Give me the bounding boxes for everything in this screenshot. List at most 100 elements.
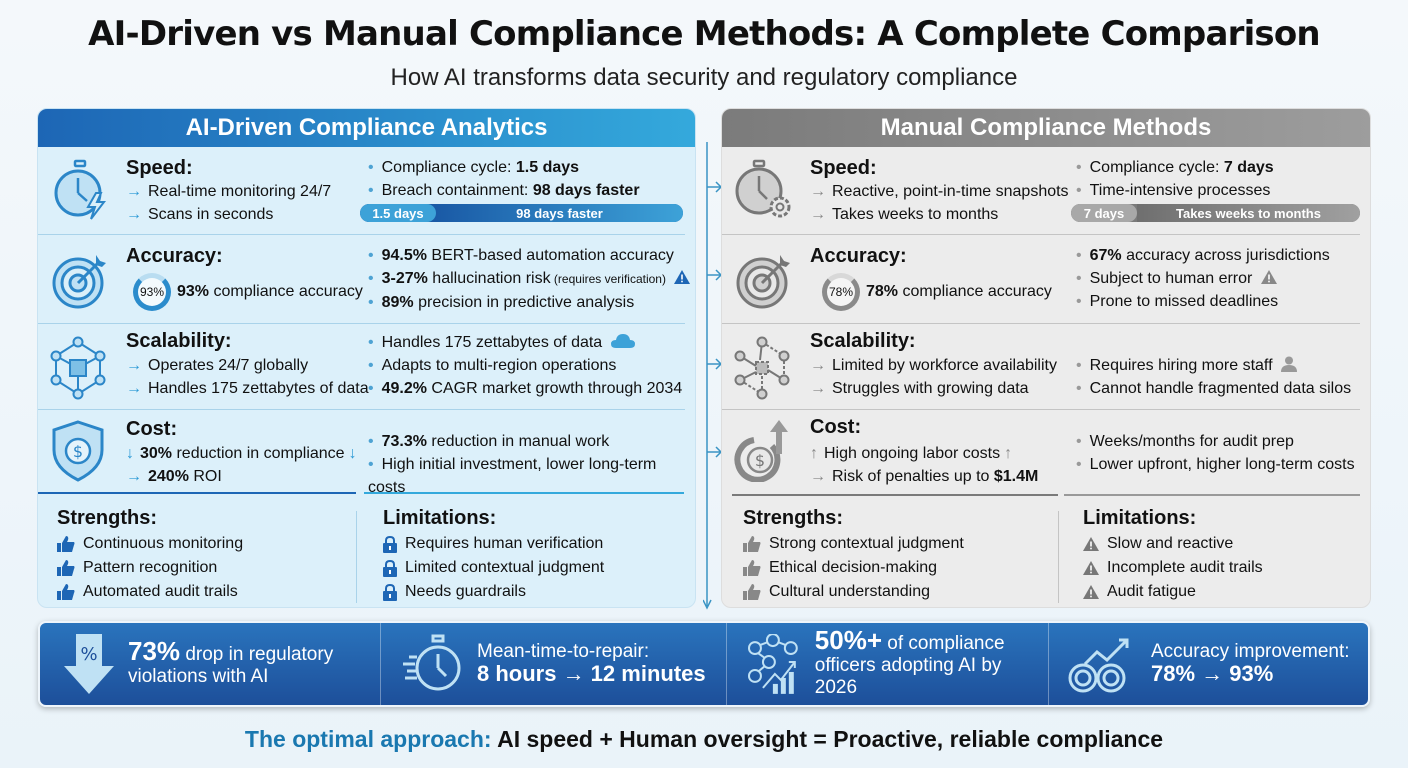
divider-line: [1058, 511, 1059, 603]
manual-speed-points: → Reactive, point-in-time snapshots → Take…: [810, 183, 1069, 223]
ai-accuracy-bullets: • 94.5% BERT-based automation accuracy • 3…: [368, 244, 691, 314]
ai-scalability-row: Scalability: → Operates 24/7 globally → Ha…: [38, 324, 695, 410]
manual-accuracy-row: Accuracy: 78% 78% compliance accuracy • 67…: [722, 235, 1370, 324]
dollar-up-arrow-icon: $: [734, 420, 788, 482]
list-item: Limited contextual judgment: [383, 556, 604, 580]
ai-scalability-points: → Operates 24/7 globally → Handles 175 zet…: [126, 357, 369, 397]
people-network-growth-icon: [747, 634, 798, 694]
targets-trend-icon: [1068, 638, 1129, 693]
ai-accuracy-label: Accuracy:: [126, 245, 223, 267]
ai-cost-row: $ Cost: ↓ 30% reduction in compliance ↓ → 2…: [38, 410, 695, 496]
manual-accuracy-summary: 78% 78% compliance accuracy: [822, 273, 1052, 311]
thumbs-up-icon: [743, 560, 761, 576]
fast-stopwatch-icon: [403, 634, 461, 691]
manual-cost-label: Cost:: [810, 416, 862, 438]
list-item: Continuous monitoring: [57, 532, 243, 556]
manual-speed-progress-bar: 7 days Takes weeks to months: [1071, 204, 1360, 222]
ai-scalability-bullets: • Handles 175 zettabytes of data • Adapts …: [368, 334, 683, 397]
svg-text:$: $: [755, 451, 765, 470]
divider-line: [356, 511, 357, 603]
list-item: Automated audit trails: [57, 580, 243, 604]
arrow-right-icon: →: [126, 206, 142, 223]
stopwatch-lightning-icon: [54, 159, 107, 220]
manual-scalability-bullets: • Requires hiring more staff • Cannot hand…: [1076, 356, 1352, 397]
arrow-down-icon: ↓: [348, 445, 357, 462]
manual-panel: Manual Compliance Methods Speed: → Reacti…: [721, 108, 1371, 608]
manual-cost-points: ↑ High ongoing labor costs ↑ → Risk of pena…: [810, 445, 1039, 485]
svg-text:%: %: [80, 644, 97, 665]
list-item: Ethical decision-making: [743, 556, 964, 580]
percent-down-arrow-icon: %: [64, 634, 114, 694]
ai-strengths-label: Strengths:: [57, 507, 157, 529]
lock-icon: [383, 535, 397, 553]
manual-cost-bullets: • Weeks/months for audit prep • Lower upfr…: [1076, 433, 1355, 473]
manual-accuracy-label: Accuracy:: [810, 245, 907, 267]
manual-accuracy-bullets: • 67% accuracy across jurisdictions • Subj…: [1076, 247, 1330, 310]
stat-mttr: Mean-time-to-repair: 8 hours → 12 minutes: [380, 623, 726, 705]
manual-speed-bullets: • Compliance cycle: 7 days • Time-intensiv…: [1076, 159, 1274, 199]
ai-limitations-list: Requires human verification Limited cont…: [383, 532, 604, 604]
target-icon: [736, 255, 790, 309]
warning-icon: [674, 270, 691, 284]
warning-icon: [1083, 537, 1099, 551]
connector-arrows: [703, 142, 723, 610]
ai-speed-row: Speed: → Real-time monitoring 24/7 → Scans…: [38, 147, 695, 235]
page-subtitle: How AI transforms data security and regu…: [390, 64, 1018, 91]
network-cube-icon: [50, 336, 106, 400]
divider-line: [38, 492, 356, 494]
manual-limitations-label: Limitations:: [1083, 507, 1197, 529]
divider-line: [732, 494, 1058, 496]
stats-banner: % 73% drop in regulatory violations with …: [38, 621, 1370, 707]
manual-strengths-list: Strong contextual judgment Ethical decis…: [743, 532, 964, 604]
list-item: Needs guardrails: [383, 580, 604, 604]
stat-violations-drop: % 73% drop in regulatory violations with …: [40, 623, 380, 705]
manual-limitations-list: Slow and reactive Incomplete audit trail…: [1083, 532, 1263, 604]
thumbs-up-icon: [57, 584, 75, 600]
accuracy-ring-78: 78%: [822, 273, 860, 311]
cloud-icon: [610, 334, 635, 348]
ai-scalability-label: Scalability:: [126, 330, 232, 352]
ai-cost-points: ↓ 30% reduction in compliance ↓ → 240% ROI: [126, 445, 357, 485]
broken-network-icon: [734, 336, 790, 400]
stopwatch-gear-icon: [735, 159, 791, 218]
ai-speed-bullets: • Compliance cycle: 1.5 days • Breach cont…: [368, 159, 640, 199]
list-item: Audit fatigue: [1083, 580, 1263, 604]
manual-panel-title: Manual Compliance Methods: [722, 109, 1370, 147]
manual-scalability-row: Scalability: → Limited by workforce avail…: [722, 324, 1370, 410]
manual-scalability-label: Scalability:: [810, 330, 916, 352]
stat-adoption: 50%+ of compliance officers adopting AI b…: [726, 623, 1048, 705]
ai-cost-label: Cost:: [126, 418, 178, 440]
page-title: AI-Driven vs Manual Compliance Methods: …: [88, 14, 1320, 54]
arrow-right-icon: →: [126, 183, 142, 200]
lock-icon: [383, 583, 397, 601]
warning-icon: [1083, 561, 1099, 575]
shield-dollar-icon: $: [52, 420, 104, 482]
warning-icon: [1083, 585, 1099, 599]
list-item: Strong contextual judgment: [743, 532, 964, 556]
manual-cost-row: $ Cost: ↑ High ongoing labor costs ↑ → Risk…: [722, 410, 1370, 492]
person-icon: [1280, 356, 1297, 372]
ai-accuracy-row: Accuracy: 93% 93% compliance accuracy • 94…: [38, 235, 695, 324]
thumbs-up-icon: [743, 536, 761, 552]
ai-panel: AI-Driven Compliance Analytics Speed: → R…: [37, 108, 696, 608]
lock-icon: [383, 559, 397, 577]
list-item: Requires human verification: [383, 532, 604, 556]
target-icon: [52, 255, 106, 309]
ai-strengths-list: Continuous monitoring Pattern recognitio…: [57, 532, 243, 604]
list-item: Incomplete audit trails: [1083, 556, 1263, 580]
list-item: Pattern recognition: [57, 556, 243, 580]
ai-speed-label: Speed:: [126, 157, 193, 179]
ai-speed-progress-bar: 1.5 days 98 days faster: [360, 204, 683, 222]
divider-line: [1064, 494, 1360, 496]
ai-limitations-label: Limitations:: [383, 507, 497, 529]
ai-speed-points: → Real-time monitoring 24/7 → Scans in sec…: [126, 183, 332, 223]
list-item: Cultural understanding: [743, 580, 964, 604]
manual-speed-label: Speed:: [810, 157, 877, 179]
manual-strengths-label: Strengths:: [743, 507, 843, 529]
ai-cost-bullets: • 73.3% reduction in manual work • High in…: [368, 433, 657, 496]
divider-line: [364, 492, 684, 494]
arrow-up-icon: ↑: [1004, 445, 1013, 462]
list-item: Slow and reactive: [1083, 532, 1263, 556]
footer-conclusion: The optimal approach: AI speed + Human o…: [244, 726, 1164, 752]
thumbs-up-icon: [57, 536, 75, 552]
